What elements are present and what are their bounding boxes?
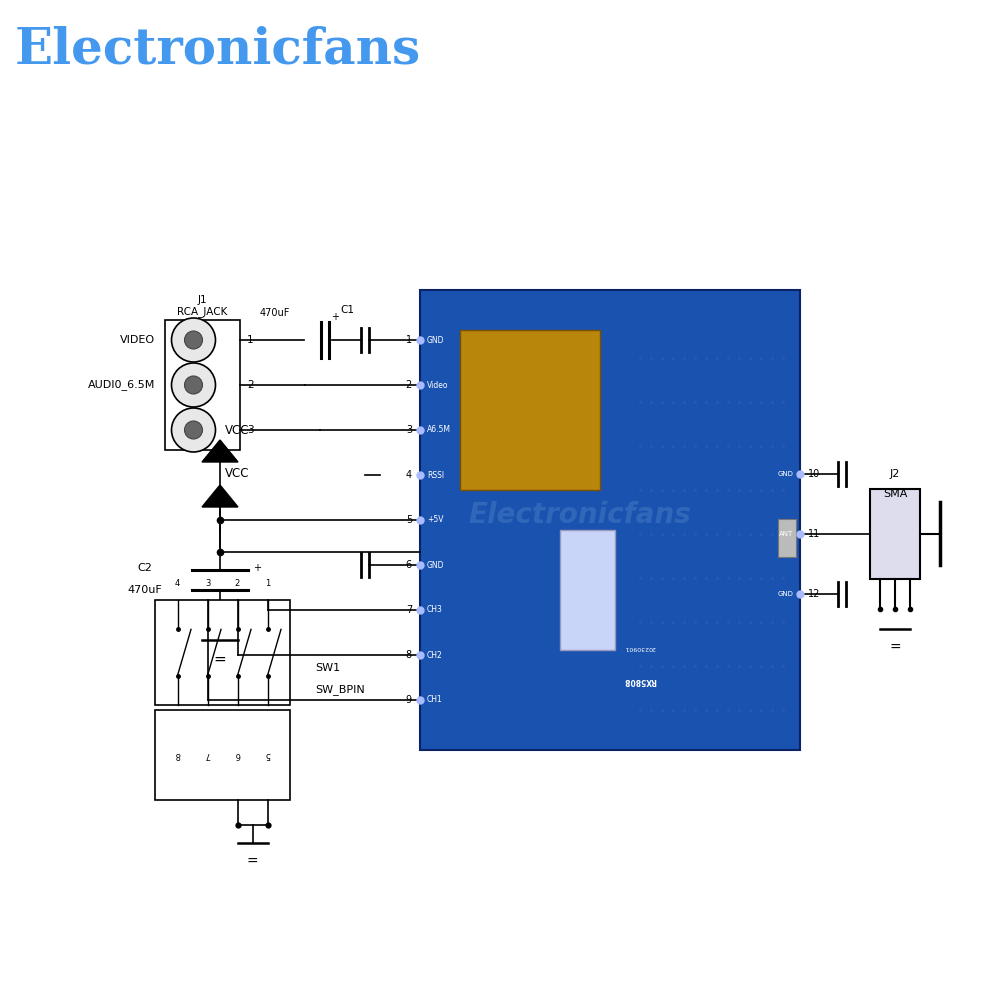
Polygon shape xyxy=(202,440,238,462)
Text: VCC: VCC xyxy=(225,467,250,480)
Circle shape xyxy=(184,331,202,349)
Text: SW_BPIN: SW_BPIN xyxy=(315,684,365,695)
Text: +: + xyxy=(331,312,339,322)
Polygon shape xyxy=(202,485,238,507)
Circle shape xyxy=(184,376,202,394)
Bar xyxy=(460,330,600,490)
Text: 8: 8 xyxy=(175,750,180,759)
Text: 8: 8 xyxy=(406,650,412,660)
Text: =: = xyxy=(247,854,258,868)
Circle shape xyxy=(184,421,202,439)
Text: 20230901: 20230901 xyxy=(624,645,656,650)
Text: +5V: +5V xyxy=(427,516,444,524)
Circle shape xyxy=(172,363,216,407)
Text: 7: 7 xyxy=(205,750,210,759)
Text: C2: C2 xyxy=(138,563,152,573)
Bar xyxy=(870,489,920,579)
Text: VIDEO: VIDEO xyxy=(120,335,155,345)
Circle shape xyxy=(172,318,216,362)
Text: SW1: SW1 xyxy=(315,663,340,673)
Text: =: = xyxy=(214,652,226,667)
Text: 1: 1 xyxy=(265,579,270,588)
Text: 2: 2 xyxy=(235,579,240,588)
Text: 7: 7 xyxy=(406,605,412,615)
Text: 470uF: 470uF xyxy=(260,308,290,318)
Text: RSSI: RSSI xyxy=(427,471,444,480)
Text: J1: J1 xyxy=(198,295,207,305)
Text: C1: C1 xyxy=(340,305,354,315)
Text: 3: 3 xyxy=(406,425,412,435)
Text: 470uF: 470uF xyxy=(128,585,162,595)
Text: 9: 9 xyxy=(406,695,412,705)
Text: 6: 6 xyxy=(235,750,240,759)
Bar xyxy=(155,710,290,800)
Bar xyxy=(165,320,240,450)
Bar xyxy=(560,530,615,650)
Text: RCA_JACK: RCA_JACK xyxy=(177,306,228,317)
Text: GND: GND xyxy=(777,591,793,597)
Text: GND: GND xyxy=(427,336,444,345)
Text: 3: 3 xyxy=(247,425,254,435)
Text: 12: 12 xyxy=(808,589,820,599)
Text: 11: 11 xyxy=(808,529,820,539)
Text: 2: 2 xyxy=(406,380,412,390)
Text: Video: Video xyxy=(427,381,448,390)
Text: SMA: SMA xyxy=(883,489,907,499)
Text: Electronicfans: Electronicfans xyxy=(15,25,421,74)
Text: +: + xyxy=(253,563,261,573)
Text: 1: 1 xyxy=(247,335,254,345)
Bar xyxy=(155,600,290,705)
Text: GND: GND xyxy=(427,560,444,570)
Text: =: = xyxy=(889,641,901,655)
Text: CH1: CH1 xyxy=(427,696,443,704)
Text: 3: 3 xyxy=(205,579,210,588)
Text: RX5808: RX5808 xyxy=(624,676,656,685)
Bar xyxy=(420,290,800,750)
Text: 4: 4 xyxy=(175,579,180,588)
Text: AUDI0_6.5M: AUDI0_6.5M xyxy=(88,380,155,390)
Text: 6: 6 xyxy=(406,560,412,570)
Text: 10: 10 xyxy=(808,469,820,479)
Text: VCC: VCC xyxy=(225,424,250,437)
Text: 5: 5 xyxy=(406,515,412,525)
Text: 4: 4 xyxy=(406,470,412,480)
Circle shape xyxy=(172,408,216,452)
Text: Electronicfans: Electronicfans xyxy=(469,501,691,529)
Text: CH2: CH2 xyxy=(427,650,443,660)
Text: A6.5M: A6.5M xyxy=(427,426,451,434)
Text: ANT: ANT xyxy=(779,531,793,537)
Text: 5: 5 xyxy=(265,750,270,759)
Text: J2: J2 xyxy=(890,469,900,479)
Text: 1: 1 xyxy=(406,335,412,345)
Text: CH3: CH3 xyxy=(427,606,443,614)
Text: GND: GND xyxy=(777,471,793,477)
Bar xyxy=(778,519,796,557)
Text: 2: 2 xyxy=(247,380,254,390)
